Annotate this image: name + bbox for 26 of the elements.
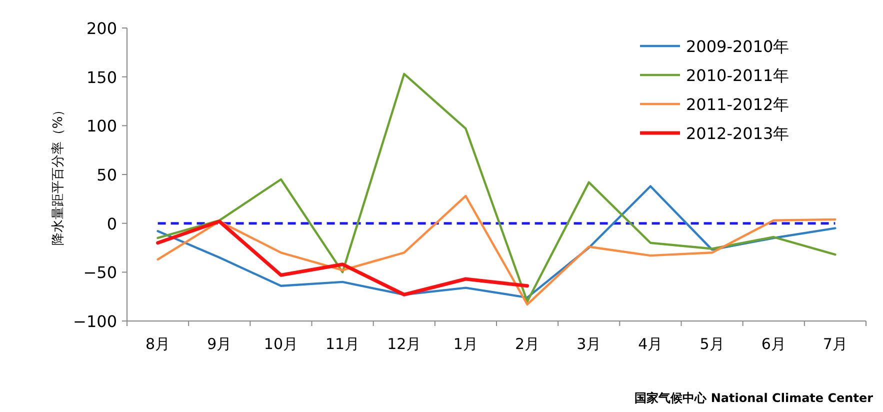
x-tick-label: 11月 bbox=[325, 335, 360, 353]
legend-label: 2010-2011年 bbox=[686, 66, 790, 85]
y-tick-label: 50 bbox=[96, 166, 117, 184]
x-tick-label: 12月 bbox=[387, 335, 422, 353]
x-tick-label: 5月 bbox=[700, 335, 724, 353]
x-tick-label: 6月 bbox=[761, 335, 786, 353]
x-tick-label: 4月 bbox=[638, 335, 663, 353]
legend-label: 2011-2012年 bbox=[686, 95, 790, 114]
y-tick-label: 100 bbox=[86, 116, 117, 136]
x-tick-label: 7月 bbox=[822, 335, 848, 353]
y-tick-label: −50 bbox=[83, 263, 117, 282]
y-tick-label: 0 bbox=[106, 214, 117, 234]
x-tick-label: 3月 bbox=[576, 335, 602, 353]
y-tick-label: 200 bbox=[86, 19, 117, 38]
y-axis-title: 降水量距平百分率（%） bbox=[50, 103, 66, 246]
line-series bbox=[156, 220, 530, 296]
x-tick-label: 10月 bbox=[264, 335, 298, 353]
x-tick-label: 1月 bbox=[453, 335, 478, 353]
x-tick-label: 8月 bbox=[146, 335, 170, 353]
legend-label: 2009-2010年 bbox=[686, 37, 790, 56]
x-tick-label: 2月 bbox=[515, 335, 540, 353]
y-tick-label: 150 bbox=[86, 68, 117, 87]
text: 国家气候中心 National Climate Center bbox=[634, 391, 874, 405]
x-tick-label: 9月 bbox=[207, 335, 232, 353]
legend-label: 2012-2013年 bbox=[686, 124, 790, 143]
y-tick-label: −100 bbox=[73, 312, 117, 331]
